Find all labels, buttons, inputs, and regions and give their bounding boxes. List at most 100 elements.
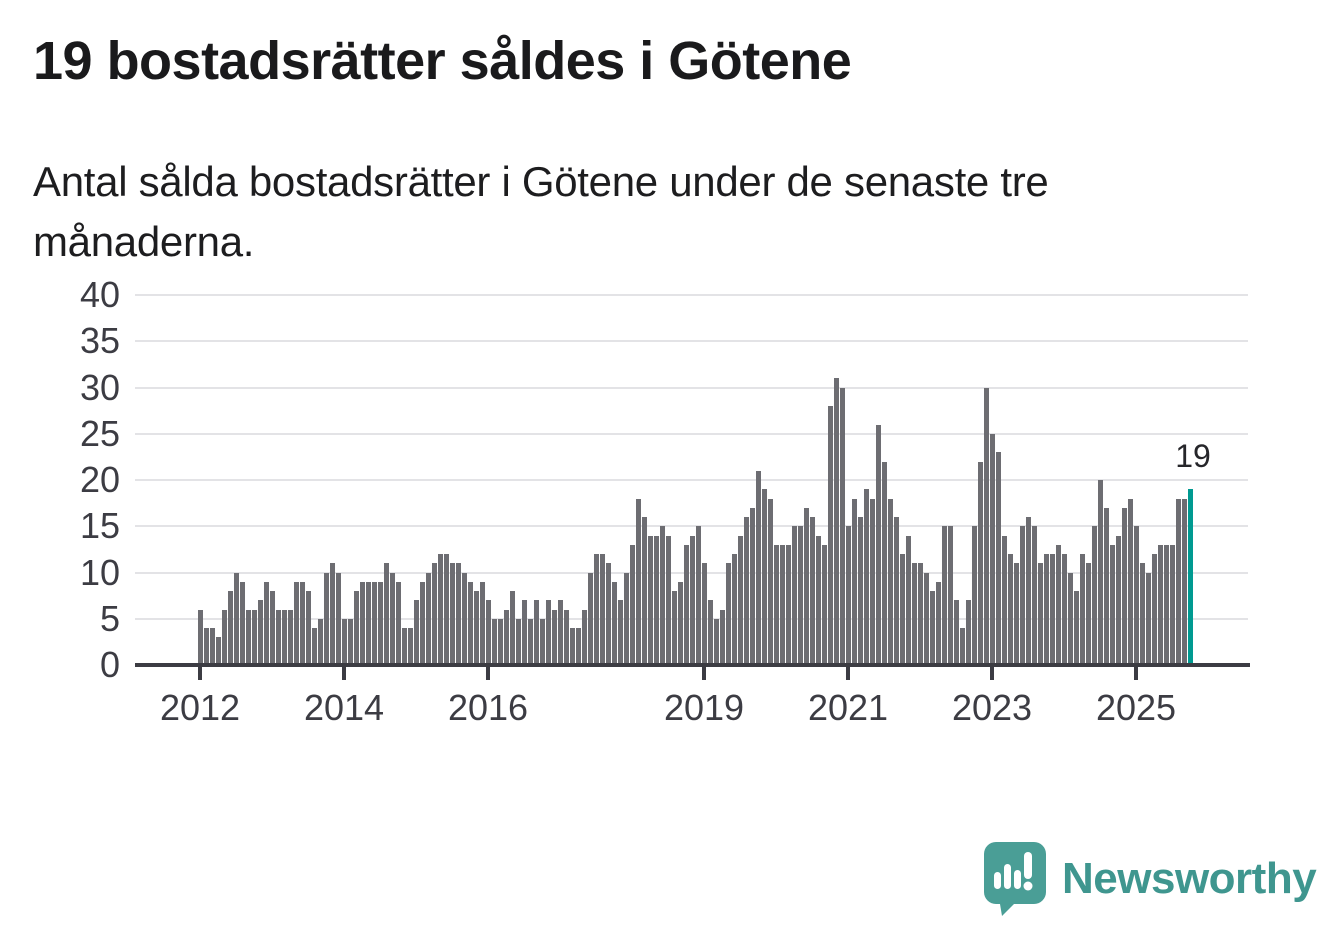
bar bbox=[497, 618, 503, 665]
brand-name: Newsworthy bbox=[1062, 854, 1317, 903]
x-axis-label-2021: 2021 bbox=[807, 687, 889, 728]
bar bbox=[791, 526, 797, 665]
bar bbox=[959, 628, 965, 665]
bar bbox=[437, 554, 443, 665]
x-axis-tick-2014 bbox=[342, 667, 346, 680]
bar bbox=[1109, 544, 1115, 665]
bar bbox=[1151, 554, 1157, 665]
bar bbox=[1133, 526, 1139, 665]
x-axis-tick-2016 bbox=[486, 667, 490, 680]
page-title: 19 bostadsrätter såldes i Götene bbox=[33, 31, 852, 91]
gridline-20 bbox=[135, 479, 1248, 481]
bar bbox=[305, 591, 311, 665]
x-axis-label-2023: 2023 bbox=[951, 687, 1033, 728]
bar bbox=[473, 591, 479, 665]
bar bbox=[263, 581, 269, 665]
bar bbox=[431, 563, 437, 665]
logo-bar-1 bbox=[994, 872, 1001, 889]
gridline-35 bbox=[135, 340, 1248, 343]
bar bbox=[827, 406, 833, 665]
bar bbox=[623, 572, 629, 665]
bar bbox=[1103, 507, 1109, 665]
bar bbox=[461, 572, 467, 665]
bar bbox=[203, 628, 209, 665]
bar bbox=[503, 609, 509, 665]
bar bbox=[311, 628, 317, 665]
bar bbox=[281, 609, 287, 665]
logo-exclamation-dot bbox=[1023, 881, 1033, 891]
bar bbox=[881, 461, 887, 665]
bar bbox=[215, 637, 221, 665]
bar bbox=[851, 498, 857, 665]
bar bbox=[209, 628, 215, 665]
bar bbox=[869, 498, 875, 665]
bar bbox=[197, 609, 203, 665]
newsworthy-logo-icon bbox=[984, 842, 1046, 916]
bar bbox=[1139, 563, 1145, 665]
bar bbox=[341, 618, 347, 665]
x-axis-tick-2025 bbox=[1134, 667, 1138, 680]
bar bbox=[419, 581, 425, 665]
bar bbox=[689, 535, 695, 665]
bar bbox=[335, 572, 341, 665]
bar bbox=[779, 544, 785, 665]
bar bbox=[863, 489, 869, 665]
bar bbox=[521, 600, 527, 665]
bar bbox=[1091, 526, 1097, 665]
bar bbox=[893, 517, 899, 665]
bar bbox=[443, 554, 449, 665]
bar bbox=[1145, 572, 1151, 665]
bar bbox=[1031, 526, 1037, 665]
bar bbox=[329, 563, 335, 665]
x-axis-tick-2019 bbox=[702, 667, 706, 680]
y-axis-label-30: 30 bbox=[79, 366, 120, 408]
bar bbox=[269, 591, 275, 665]
bar bbox=[929, 591, 935, 665]
bar bbox=[287, 609, 293, 665]
bar bbox=[653, 535, 659, 665]
y-axis-label-20: 20 bbox=[79, 459, 120, 500]
bar bbox=[575, 628, 581, 665]
bar bbox=[1007, 554, 1013, 665]
bar bbox=[707, 600, 713, 665]
bar bbox=[719, 609, 725, 665]
bar bbox=[611, 581, 617, 665]
bar bbox=[737, 535, 743, 665]
x-axis-tick-2012 bbox=[198, 667, 202, 680]
bar bbox=[599, 554, 605, 665]
bar bbox=[401, 628, 407, 665]
bar bbox=[947, 526, 953, 665]
y-axis-label-35: 35 bbox=[79, 320, 120, 362]
bar bbox=[1013, 563, 1019, 665]
bar bbox=[275, 609, 281, 665]
bar bbox=[1025, 517, 1031, 665]
bar bbox=[785, 544, 791, 665]
bar bbox=[389, 572, 395, 665]
bar bbox=[677, 581, 683, 665]
bar-latest bbox=[1187, 489, 1193, 665]
bar bbox=[935, 581, 941, 665]
bar bbox=[239, 581, 245, 665]
bar bbox=[563, 609, 569, 665]
bar bbox=[671, 591, 677, 665]
brand-footer: Newsworthy bbox=[980, 840, 1317, 918]
x-axis-label-2014: 2014 bbox=[303, 687, 385, 728]
bar bbox=[641, 517, 647, 665]
bar bbox=[839, 387, 845, 665]
bar bbox=[1085, 563, 1091, 665]
bar bbox=[725, 563, 731, 665]
bar bbox=[353, 591, 359, 665]
bar bbox=[323, 572, 329, 665]
chart-subtitle: Antal sålda bostadsrätter i Götene under… bbox=[33, 158, 1049, 265]
bar bbox=[359, 581, 365, 665]
gridline-15 bbox=[135, 525, 1248, 528]
bar bbox=[749, 507, 755, 665]
bar bbox=[1169, 544, 1175, 665]
bar bbox=[989, 433, 995, 665]
bar bbox=[299, 581, 305, 665]
bar bbox=[665, 535, 671, 665]
bar bbox=[821, 544, 827, 665]
bar bbox=[1163, 544, 1169, 665]
bar bbox=[701, 563, 707, 665]
bar bbox=[1097, 480, 1103, 665]
